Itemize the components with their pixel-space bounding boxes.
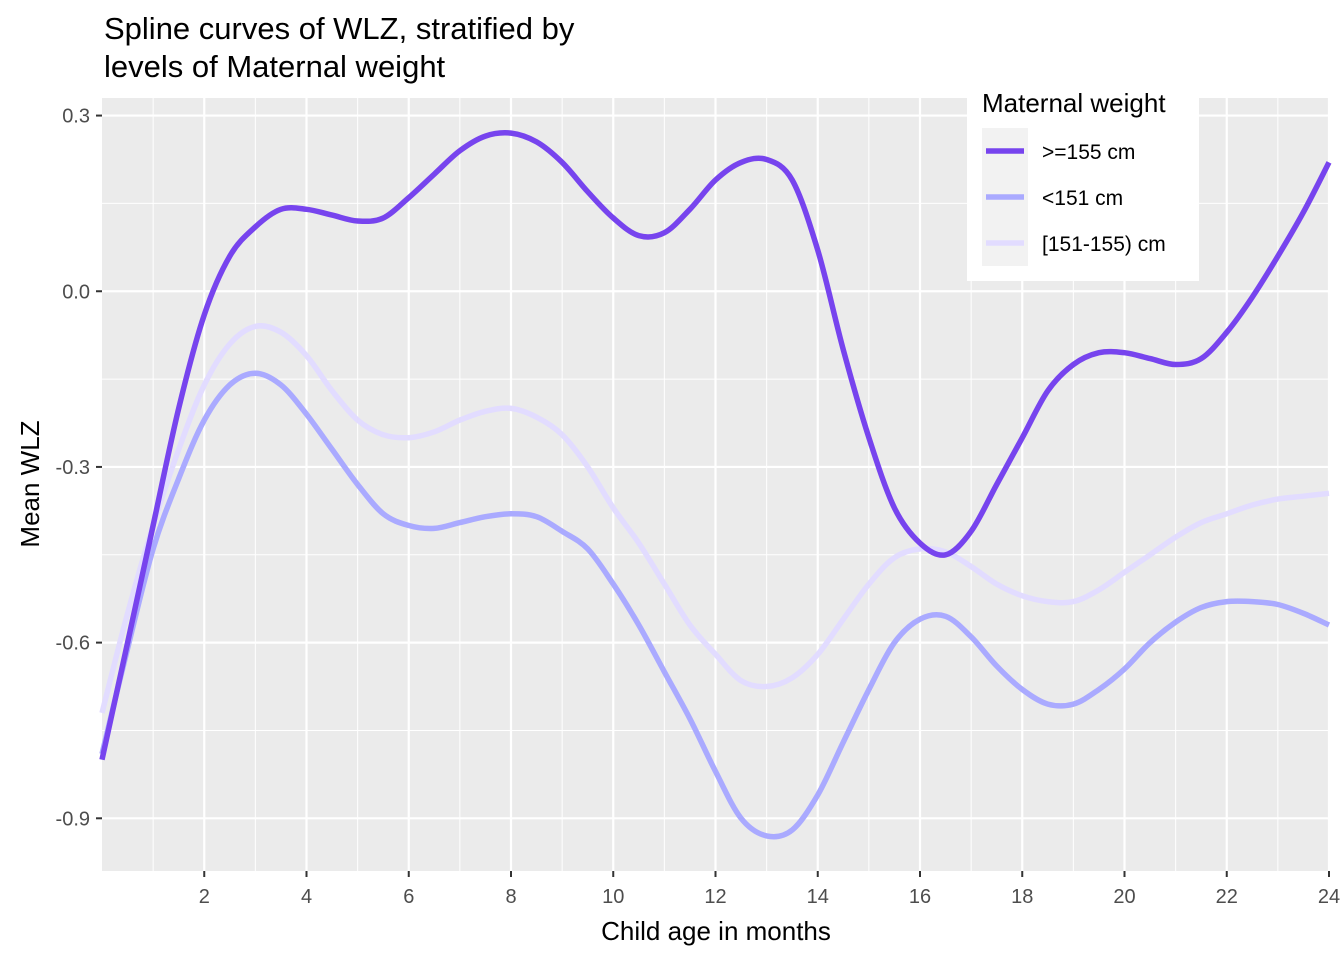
y-axis: -0.9 -0.6 -0.3 0.0 0.3 bbox=[56, 106, 102, 830]
x-tick-label: 24 bbox=[1318, 886, 1340, 908]
series-line bbox=[99, 370, 1331, 840]
chart-title-line-1: Spline curves of WLZ, stratified by bbox=[104, 11, 575, 46]
series-line bbox=[99, 323, 1330, 714]
y-axis-label: Mean WLZ bbox=[15, 420, 45, 547]
legend-item-label: >=155 cm bbox=[1042, 141, 1135, 164]
legend: Maternal weight >=155 cm <151 cm [151-155)… bbox=[967, 84, 1199, 281]
x-tick-label: 16 bbox=[909, 886, 931, 908]
y-tick-label: 0.3 bbox=[62, 106, 90, 128]
legend-items: >=155 cm <151 cm [151-155) cm bbox=[982, 128, 1166, 266]
x-axis-label: Child age in months bbox=[601, 916, 831, 946]
legend-title: Maternal weight bbox=[982, 88, 1166, 118]
x-tick-label: 20 bbox=[1113, 886, 1135, 908]
x-tick-label: 10 bbox=[602, 886, 624, 908]
x-tick-label: 4 bbox=[301, 886, 312, 908]
x-tick-label: 22 bbox=[1216, 886, 1238, 908]
x-tick-label: 12 bbox=[704, 886, 726, 908]
y-tick-label: 0.0 bbox=[62, 281, 90, 303]
series-line bbox=[99, 130, 1332, 761]
y-tick-label: -0.9 bbox=[56, 808, 90, 830]
x-tick-label: 2 bbox=[199, 886, 210, 908]
x-tick-label: 8 bbox=[505, 886, 516, 908]
series-lines bbox=[99, 130, 1332, 840]
y-tick-label: -0.3 bbox=[56, 457, 90, 479]
y-tick-label: -0.6 bbox=[56, 633, 90, 655]
chart-title-line-2: levels of Maternal weight bbox=[104, 49, 446, 84]
x-tick-label: 6 bbox=[403, 886, 414, 908]
x-tick-label: 14 bbox=[807, 886, 829, 908]
x-axis: 2 4 6 8 10 12 14 16 18 20 22 24 bbox=[199, 871, 1340, 908]
chart-title: Spline curves of WLZ, stratified by leve… bbox=[104, 10, 574, 86]
legend-item-label: <151 cm bbox=[1042, 187, 1123, 210]
major-gridlines bbox=[102, 98, 1331, 871]
x-tick-label: 18 bbox=[1011, 886, 1033, 908]
legend-item-label: [151-155) cm bbox=[1042, 233, 1166, 256]
